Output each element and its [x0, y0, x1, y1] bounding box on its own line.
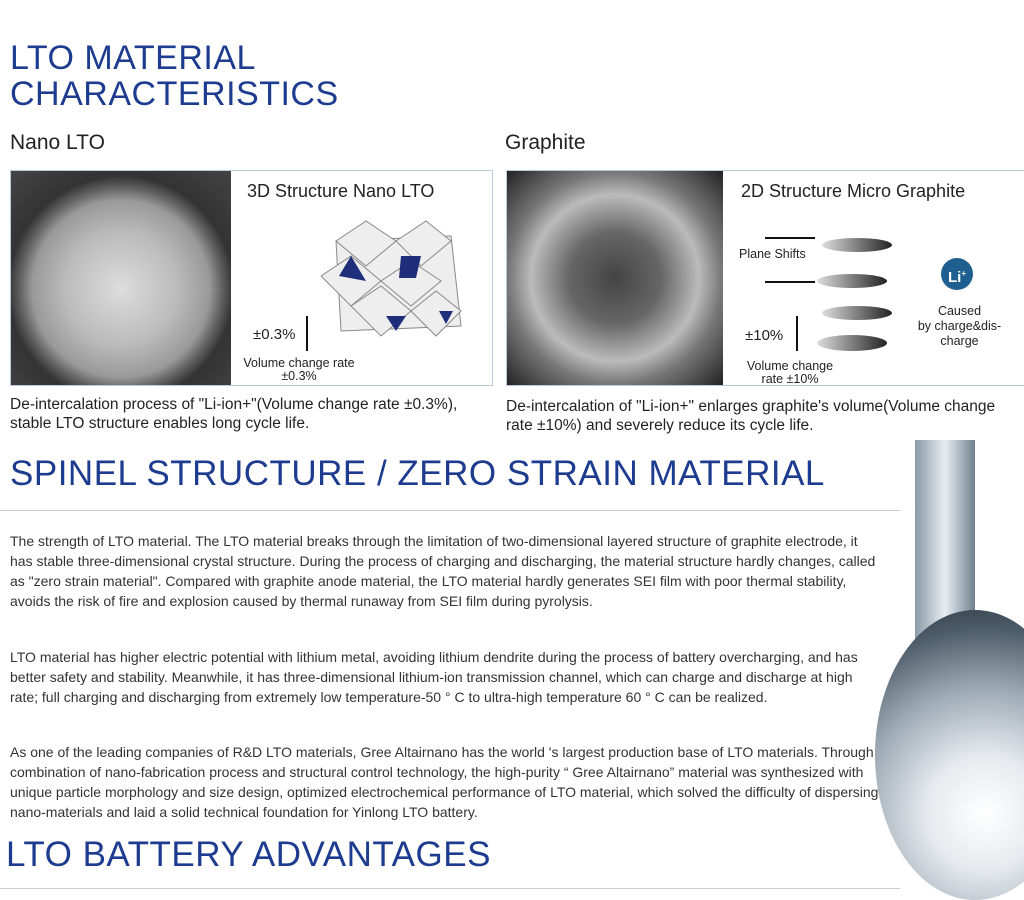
title-line: CHARACTERISTICS — [10, 75, 339, 113]
divider — [0, 510, 900, 511]
vol-label: Volume change rate — [243, 356, 355, 370]
spinel-crystal-illustration — [321, 220, 462, 337]
volume-change-label: Volume change rate ±0.3% — [239, 357, 359, 383]
volume-change-label: Volume change rate ±10% — [735, 360, 845, 386]
vol-label: Volume change — [746, 359, 834, 373]
li-sup: + — [961, 269, 966, 278]
caused-label: Caused by charge&dis- charge — [917, 304, 1002, 348]
graphite-pct-label: ±10% — [745, 327, 784, 344]
lto-pct-label: ±0.3% — [253, 326, 296, 343]
flask-image — [870, 440, 1024, 900]
paragraph: As one of the leading companies of R&D L… — [10, 744, 879, 820]
graphite-heading: Graphite — [505, 131, 586, 154]
sem-image-lto — [11, 171, 231, 385]
diagram-title: 3D Structure Nano LTO — [247, 181, 435, 201]
vertical-arrow-icon — [796, 316, 798, 351]
vertical-arrow-icon — [306, 316, 308, 351]
li-ion-icon: Li+ — [941, 258, 973, 290]
arrow-left-icon — [765, 237, 815, 239]
diagram-title: 2D Structure Micro Graphite — [741, 181, 966, 201]
arrow-right-icon — [765, 281, 815, 283]
paragraph: The strength of LTO material. The LTO ma… — [10, 533, 876, 609]
nano-lto-heading: Nano LTO — [10, 131, 105, 154]
spinel-heading: SPINEL STRUCTURE / ZERO STRAIN MATERIAL — [10, 454, 825, 493]
vol-value: ±0.3% — [281, 369, 317, 383]
page-title: LTO MATERIAL CHARACTERISTICS — [10, 40, 339, 112]
graphite-caption: De-intercalation of "Li-ion+" enlarges g… — [506, 398, 996, 434]
paragraph: LTO material has higher electric potenti… — [10, 649, 858, 705]
li-text: Li — [947, 269, 962, 286]
graphite-layers-illustration — [817, 238, 892, 351]
advantages-heading: LTO BATTERY ADVANTAGES — [6, 835, 491, 874]
sem-image-graphite — [507, 171, 723, 385]
divider — [0, 888, 900, 889]
plane-shifts-label: Plane Shifts — [739, 247, 806, 261]
title-line: LTO MATERIAL — [10, 39, 256, 77]
graphite-figure: 2D Structure Micro Graphite Plane Shifts… — [506, 170, 1024, 386]
vol-value: rate ±10% — [761, 372, 819, 386]
nano-lto-figure: 3D Structure Nano LTO ±0.3% Volume chang… — [10, 170, 493, 386]
lto-caption: De-intercalation process of "Li-ion+"(Vo… — [10, 396, 458, 432]
